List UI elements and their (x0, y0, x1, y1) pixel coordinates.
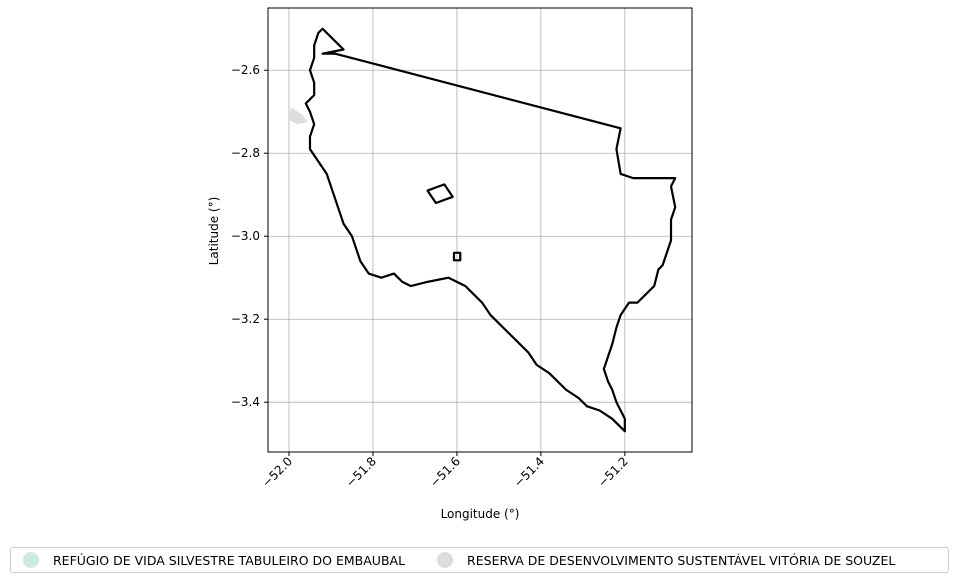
boundary-outlines (304, 27, 677, 433)
legend-item-refugio: REFÚGIO DE VIDA SILVESTRE TABULEIRO DO E… (23, 552, 405, 568)
x-tick-label-0: −52.0 (259, 454, 295, 490)
x-tick-label-3: −51.4 (511, 454, 547, 490)
x-axis-label: Longitude (°) (441, 507, 520, 521)
plot-frame (267, 7, 693, 453)
legend: REFÚGIO DE VIDA SILVESTRE TABULEIRO DO E… (10, 547, 949, 573)
y-axis-ticks: −2.6 −2.8 −3.0 −3.2 −3.4 (231, 63, 268, 409)
legend-label-refugio: REFÚGIO DE VIDA SILVESTRE TABULEIRO DO E… (53, 552, 406, 568)
y-tick-label-0: −2.6 (231, 63, 260, 77)
diamond-polygon (426, 183, 454, 205)
y-tick-label-3: −3.2 (231, 312, 260, 326)
legend-item-reserva: RESERVA DE DESENVOLVIMENTO SUSTENTÁVEL V… (437, 552, 895, 568)
x-tick-label-1: −51.8 (343, 454, 379, 490)
y-tick-label-2: −3.0 (231, 229, 260, 243)
rds-vitoria-de-souzel (288, 107, 308, 125)
legend-marker-reserva-icon (437, 552, 454, 568)
legend-marker-refugio-icon (23, 552, 39, 568)
y-axis-label: Latitude (°) (207, 197, 221, 266)
small-square-polygon (452, 251, 462, 262)
x-tick-label-4: −51.2 (595, 454, 631, 490)
grid-lines (268, 8, 692, 452)
municipality-outline (304, 27, 677, 433)
y-tick-label-1: −2.8 (231, 146, 260, 160)
x-axis-ticks: −52.0 −51.8 −51.6 −51.4 −51.2 (259, 452, 631, 490)
x-tick-label-2: −51.6 (427, 454, 463, 490)
protected-areas (288, 107, 308, 125)
legend-label-reserva: RESERVA DE DESENVOLVIMENTO SUSTENTÁVEL V… (467, 552, 896, 568)
y-tick-label-4: −3.4 (231, 395, 260, 409)
